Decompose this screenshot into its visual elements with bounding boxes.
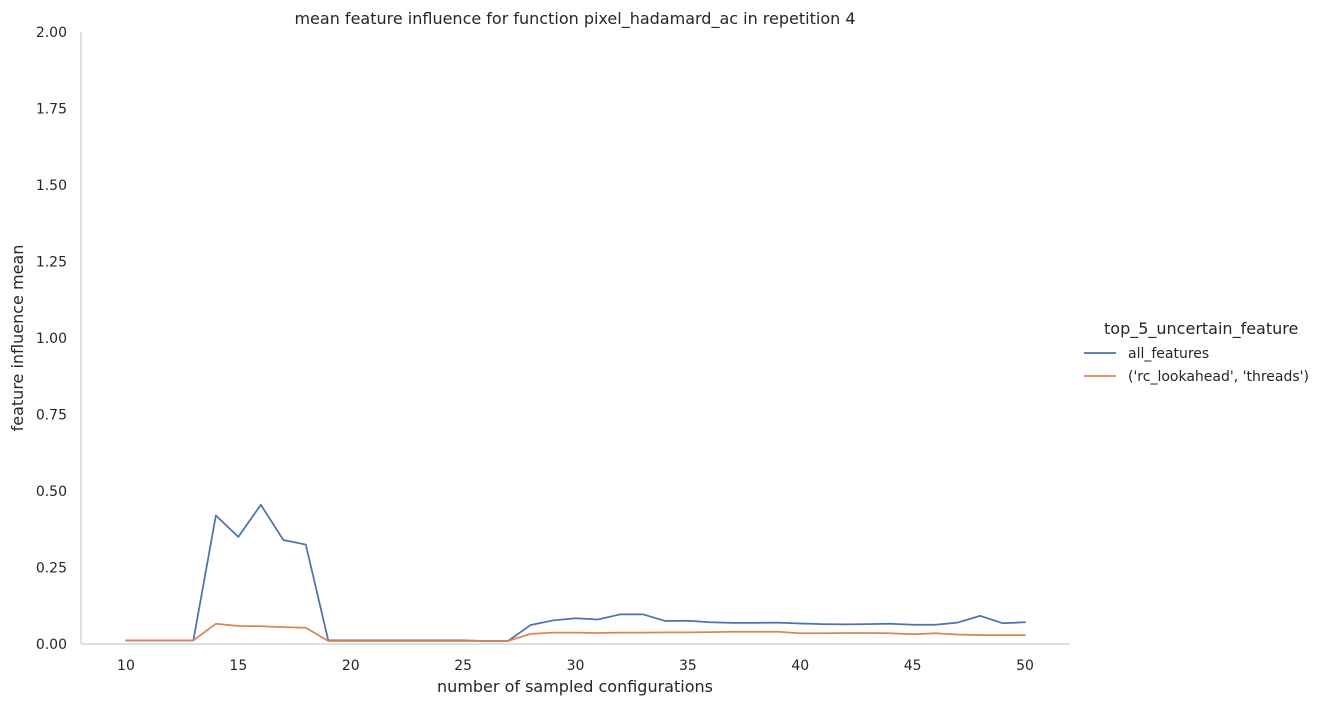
x-tick-label: 25 xyxy=(454,658,472,674)
x-tick-label: 50 xyxy=(1016,658,1034,674)
y-tick-label: 0.00 xyxy=(36,637,67,653)
legend-entry: all_features xyxy=(1084,346,1209,362)
x-tick-label: 40 xyxy=(791,658,809,674)
chart-title: mean feature influence for function pixe… xyxy=(294,9,855,29)
y-tick-label: 2.00 xyxy=(36,25,67,41)
y-tick-label: 0.25 xyxy=(36,561,67,577)
series-line-all-features xyxy=(125,503,1026,642)
legend-label: ('rc_lookahead', 'threads') xyxy=(1128,369,1309,385)
x-tick-label: 20 xyxy=(342,658,360,674)
y-tick-label: 1.00 xyxy=(36,331,67,347)
y-tick-label: 1.75 xyxy=(36,102,67,118)
legend: top_5_uncertain_feature all_features ('rc… xyxy=(1084,319,1309,385)
x-tick-label: 10 xyxy=(117,658,135,674)
y-tick-label: 0.50 xyxy=(36,484,67,500)
y-tick-label: 0.75 xyxy=(36,408,67,424)
plot-area: 0.000.250.500.751.001.251.501.752.00 10 1… xyxy=(36,25,1070,674)
x-tick-label: 35 xyxy=(679,658,697,674)
series-lines xyxy=(125,503,1026,642)
legend-entry: ('rc_lookahead', 'threads') xyxy=(1084,369,1309,385)
x-tick-label: 30 xyxy=(567,658,585,674)
series-line-rc-lookahead-threads xyxy=(125,622,1026,642)
x-ticks: 10 15 20 25 30 35 40 45 50 xyxy=(117,658,1034,674)
y-ticks: 0.00 0.25 0.50 0.75 1.00 1.25 1.50 1.75 2.00 xyxy=(36,25,67,653)
y-tick-label: 1.50 xyxy=(36,178,67,194)
legend-label: all_features xyxy=(1128,346,1209,362)
x-tick-label: 15 xyxy=(229,658,247,674)
y-tick-label: 1.25 xyxy=(36,255,67,271)
legend-title: top_5_uncertain_feature xyxy=(1104,319,1298,339)
x-axis-label: number of sampled configurations xyxy=(437,677,713,696)
legend-entries: all_features ('rc_lookahead', 'threads') xyxy=(1084,346,1309,385)
x-tick-label: 45 xyxy=(904,658,922,674)
y-axis-label: feature influence mean xyxy=(8,245,27,432)
